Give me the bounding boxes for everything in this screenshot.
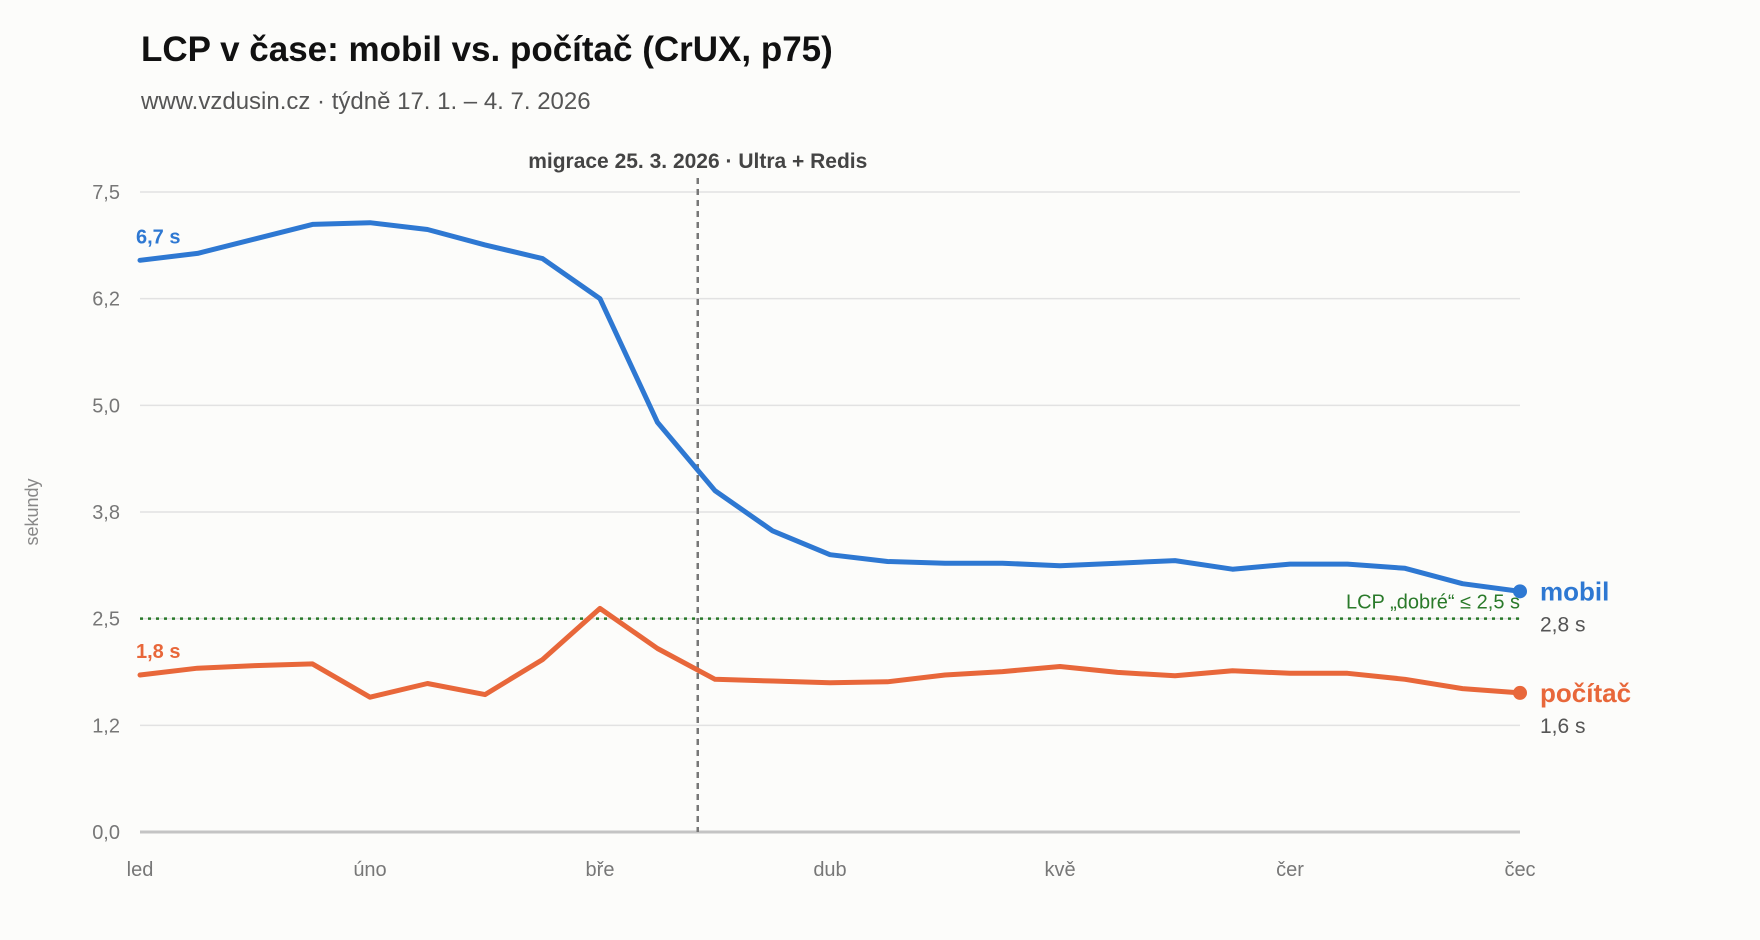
x-tick-label: úno	[353, 859, 386, 881]
y-tick-label: 5,0	[92, 395, 120, 417]
y-tick-label: 7,5	[92, 182, 120, 204]
x-tick-label: kvě	[1044, 859, 1075, 881]
series-group	[137, 220, 1527, 700]
annotations: migrace 25. 3. 2026 · Ultra + Redis LCP „…	[140, 150, 1520, 832]
chart-title: LCP v čase: mobil vs. počítač (CrUX, p75…	[141, 30, 833, 69]
mobile-point	[1513, 584, 1527, 599]
grid-lines	[140, 191, 1520, 834]
y-tick-label: 1,2	[92, 715, 120, 737]
series-start-label: 1,8 s	[136, 641, 180, 663]
y-tick-label: 0,0	[92, 822, 120, 844]
migration-marker-label: migrace 25. 3. 2026 · Ultra + Redis	[528, 150, 867, 173]
series-line-desktop	[137, 605, 1523, 700]
threshold-label: LCP „dobré“ ≤ 2,5 s	[1346, 592, 1520, 614]
x-axis-ticks: led úno bře dub kvě čer čec	[127, 859, 1536, 881]
chart-subtitle: www.vzdusin.cz · týdně 17. 1. – 4. 7. 20…	[141, 88, 591, 115]
series-start-label: 6,7 s	[136, 226, 180, 248]
x-tick-label: čec	[1504, 859, 1535, 881]
x-tick-label: led	[127, 859, 154, 881]
y-axis-ticks: 0,0 1,2 2,5 3,8 5,0 6,2 7,5	[92, 182, 120, 844]
series-end-name: mobil	[1540, 576, 1609, 606]
x-tick-label: čer	[1276, 859, 1304, 881]
x-tick-label: bře	[586, 859, 615, 881]
series-line-mobile	[137, 220, 1523, 594]
series-labels: 6,7 s mobil 2,8 s 1,8 s počítač 1,6 s	[136, 226, 1631, 738]
y-tick-label: 6,2	[92, 289, 120, 311]
series-end-value: 1,6 s	[1540, 715, 1586, 738]
y-tick-label: 3,8	[92, 502, 120, 524]
series-end-name: počítač	[1540, 678, 1631, 708]
desktop-point	[1513, 685, 1527, 700]
x-tick-label: dub	[813, 859, 846, 881]
y-tick-label: 2,5	[92, 609, 120, 631]
series-end-value: 2,8 s	[1540, 613, 1586, 636]
y-axis-title: sekundy	[22, 478, 42, 545]
